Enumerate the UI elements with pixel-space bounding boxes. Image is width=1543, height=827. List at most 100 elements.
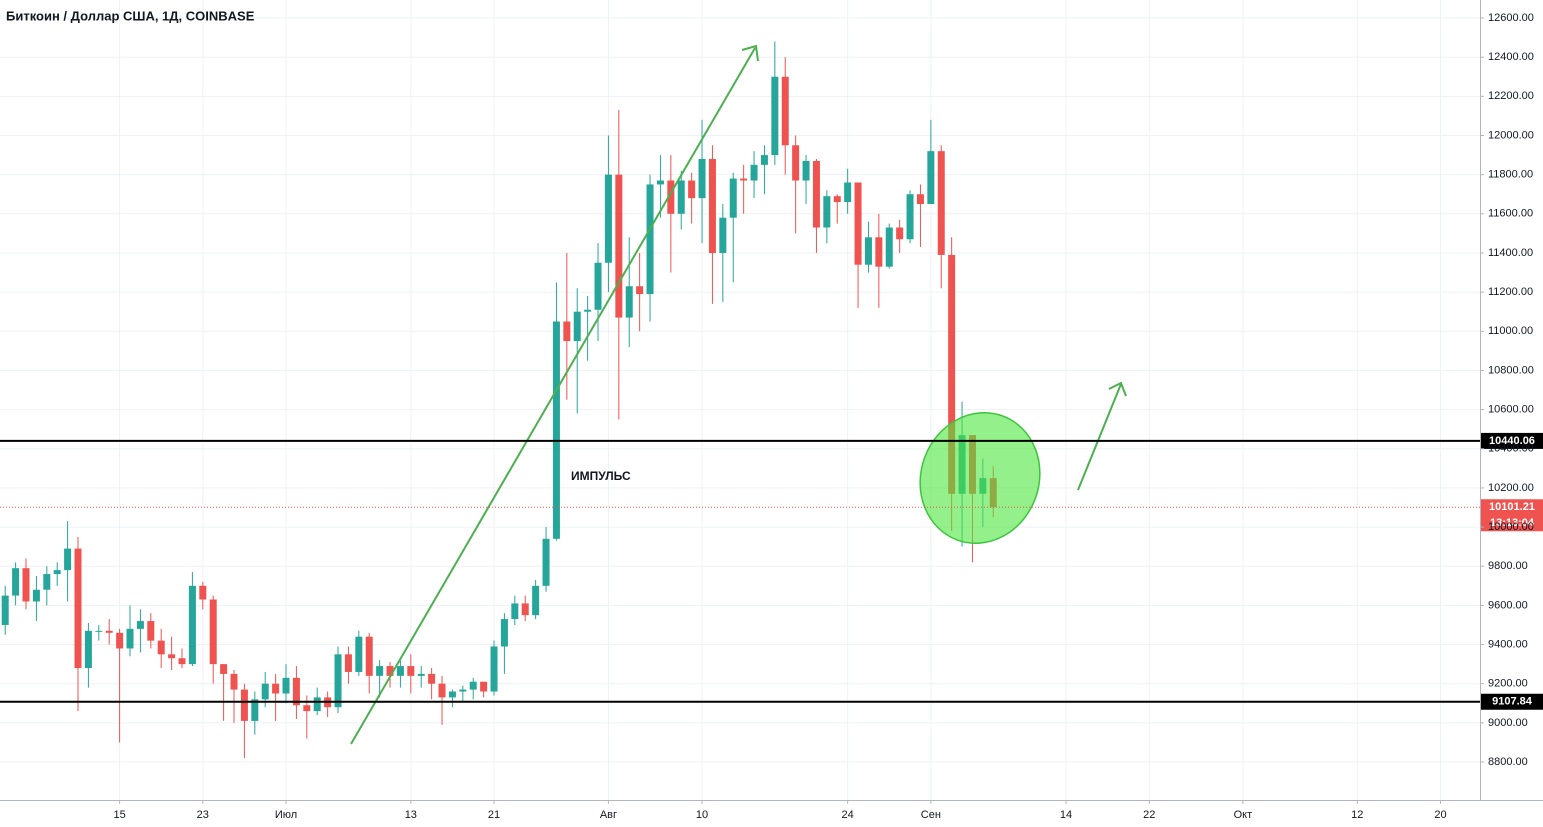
grid	[0, 0, 1480, 800]
candle-body	[636, 286, 644, 295]
candle-body	[1, 595, 9, 625]
level-label-box	[1481, 432, 1543, 449]
candle-body	[428, 673, 436, 684]
candle-body	[646, 184, 654, 295]
y-tick-label: 11800.00	[1488, 169, 1533, 181]
candle-body	[698, 158, 706, 199]
candle-body	[178, 658, 186, 665]
candle-body	[32, 589, 40, 602]
candle-body	[916, 194, 924, 205]
y-tick-label: 11600.00	[1488, 208, 1533, 220]
candle-body	[708, 158, 716, 253]
candle-body	[604, 174, 612, 263]
y-tick-label: 10200.00	[1488, 482, 1534, 494]
y-tick-label: 10000.00	[1488, 521, 1534, 533]
candle-body	[282, 677, 290, 694]
candle-body	[220, 664, 228, 674]
candle-body	[584, 309, 592, 312]
candle-body	[126, 628, 134, 649]
level-label-box	[1481, 693, 1543, 710]
drawings	[350, 44, 1127, 745]
target-arrow	[1077, 383, 1122, 491]
candle-body	[729, 178, 737, 218]
x-tick-label: 21	[488, 809, 500, 821]
candle-body	[251, 699, 259, 721]
candle-body	[261, 683, 269, 700]
x-tick-label: Авг	[600, 809, 617, 821]
candle-body	[688, 180, 696, 199]
candle-body	[272, 683, 280, 694]
candle-body	[760, 155, 768, 165]
candle-body	[656, 180, 664, 185]
highlight-ellipse	[919, 412, 1041, 544]
candle-body	[677, 180, 685, 214]
candle-body	[417, 673, 425, 676]
candle-body	[313, 697, 321, 712]
x-tick-label: 15	[113, 809, 125, 821]
candle-body	[823, 196, 831, 228]
x-tick-label: 24	[842, 809, 854, 821]
x-tick-label: 14	[1060, 809, 1072, 821]
candle-body	[230, 673, 238, 690]
candle-body	[64, 548, 72, 571]
levels: 10440.06 9107.84 10101.21 13:13:04	[0, 432, 1543, 710]
y-tick-label: 10600.00	[1488, 403, 1534, 415]
candle-body	[552, 321, 560, 539]
candle-body	[521, 603, 529, 616]
candle-body	[334, 654, 342, 708]
candle-body	[864, 237, 872, 265]
candle-body	[771, 76, 779, 156]
candle-body	[802, 160, 810, 181]
last-price-label: 10101.21	[1489, 501, 1535, 513]
x-tick-label: Сен	[921, 809, 941, 821]
candle-body	[438, 683, 446, 698]
candle-body	[625, 286, 633, 318]
y-tick-label: 12400.00	[1488, 51, 1534, 63]
candle-body	[344, 654, 352, 672]
y-tick-label: 9400.00	[1488, 638, 1528, 650]
trend-arrow	[350, 47, 756, 745]
candle-body	[563, 321, 571, 342]
candle-body	[927, 151, 935, 205]
candle-body	[168, 654, 176, 659]
chart-title: Биткоин / Доллар США, 1Д, COINBASE	[6, 8, 255, 23]
y-tick-label: 11000.00	[1488, 325, 1533, 337]
candle-body	[136, 621, 144, 629]
level-label: 10440.06	[1489, 435, 1535, 447]
candle-body	[105, 630, 113, 633]
candle-body	[594, 262, 602, 310]
candle-body	[511, 603, 519, 620]
candles	[1, 41, 997, 759]
x-tick-label: 13	[405, 809, 417, 821]
candle-body	[542, 538, 550, 586]
candle-body	[615, 174, 623, 318]
candle-body	[95, 630, 103, 632]
candle-body	[937, 151, 945, 255]
candle-body	[84, 630, 92, 669]
annotation: ИМПУЛЬС	[571, 469, 631, 483]
candle-body	[812, 160, 820, 228]
candle-body	[240, 689, 248, 721]
y-tick-label: 11400.00	[1488, 247, 1533, 259]
last-price-box	[1481, 499, 1543, 532]
y-tick-label: 12600.00	[1488, 12, 1534, 24]
candle-body	[490, 646, 498, 692]
candle-body	[43, 574, 51, 590]
candle-body	[53, 570, 61, 575]
candle-body	[906, 194, 914, 240]
arrow-head	[1108, 381, 1127, 397]
candle-body	[448, 691, 456, 698]
candle-body	[459, 689, 467, 692]
y-tick-label: 9600.00	[1488, 599, 1528, 611]
candle-body	[376, 666, 384, 676]
candle-body	[407, 666, 415, 676]
candle-body	[292, 677, 300, 706]
candle-body	[116, 632, 124, 649]
candle-body	[896, 227, 904, 240]
candle-body	[480, 681, 488, 692]
candle-body	[781, 76, 789, 146]
x-tick-label: Окт	[1234, 809, 1253, 821]
candle-body	[188, 585, 196, 665]
y-tick-label: 9200.00	[1488, 678, 1528, 690]
